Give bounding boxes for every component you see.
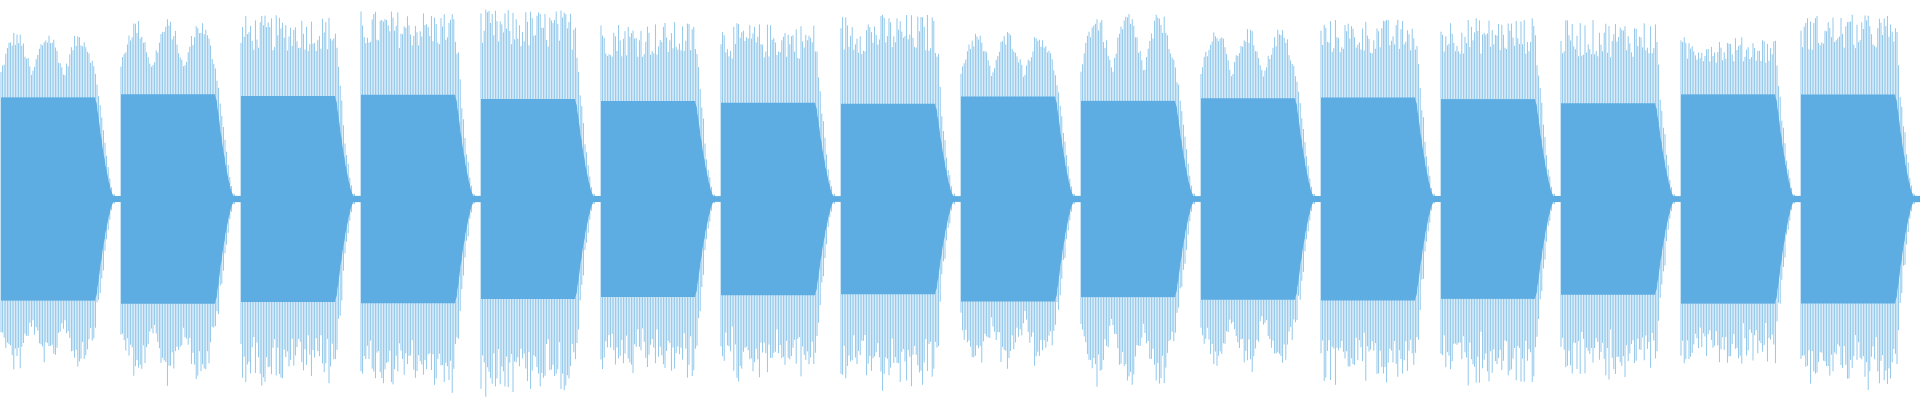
waveform-body (481, 99, 601, 299)
waveform-body (1201, 98, 1321, 300)
waveform-body (1, 97, 121, 301)
waveform-body (1321, 97, 1441, 301)
waveform-body (721, 102, 841, 296)
waveform-body (601, 101, 721, 297)
waveform-body (361, 94, 481, 304)
waveform-body (1441, 99, 1561, 299)
waveform-body (1561, 103, 1681, 295)
waveform-body (1801, 94, 1920, 304)
waveform-body (121, 94, 241, 304)
waveform-body (1081, 100, 1201, 298)
waveform-body (241, 96, 361, 302)
waveform-body (841, 103, 961, 295)
waveform-body (1681, 94, 1801, 304)
waveform-body (961, 96, 1081, 302)
